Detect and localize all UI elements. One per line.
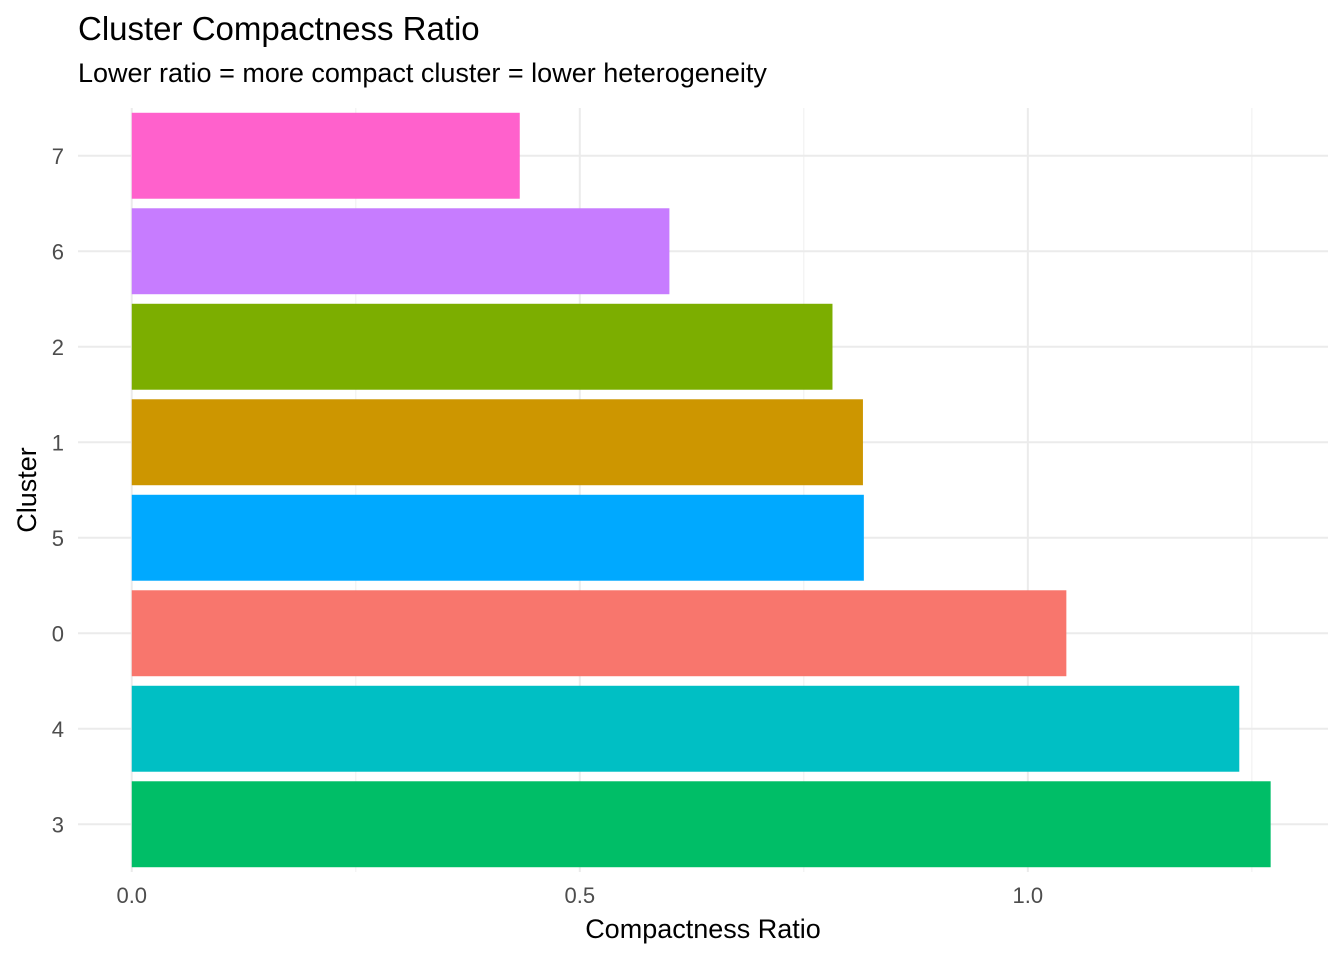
chart-title: Cluster Compactness Ratio [78, 10, 480, 47]
chart-subtitle: Lower ratio = more compact cluster = low… [78, 58, 767, 88]
bar-cluster-2 [131, 303, 833, 390]
bar-cluster-7 [131, 112, 520, 199]
bar-cluster-6 [131, 208, 670, 295]
bar-cluster-3 [131, 781, 1271, 868]
y-tick-label: 7 [52, 144, 64, 169]
bar-cluster-1 [131, 399, 863, 486]
bar-cluster-5 [131, 494, 864, 581]
y-axis-label: Cluster [12, 447, 42, 533]
x-tick-label: 0.5 [564, 883, 595, 908]
y-tick-label: 3 [52, 812, 64, 837]
y-tick-label: 0 [52, 621, 64, 646]
y-tick-label: 6 [52, 239, 64, 264]
x-axis-label: Compactness Ratio [585, 914, 821, 944]
y-tick-label: 1 [52, 430, 64, 455]
bar-cluster-4 [131, 685, 1240, 772]
y-tick-label: 4 [52, 717, 64, 742]
y-tick-label: 5 [52, 526, 64, 551]
bar-cluster-0 [131, 590, 1067, 677]
x-tick-label: 0.0 [116, 883, 147, 908]
y-tick-label: 2 [52, 335, 64, 360]
bar-layer [131, 112, 1271, 868]
x-tick-label: 1.0 [1013, 883, 1044, 908]
tick-layer: 7 6 2 1 5 0 4 3 0.0 0.5 1.0 [52, 144, 1043, 908]
